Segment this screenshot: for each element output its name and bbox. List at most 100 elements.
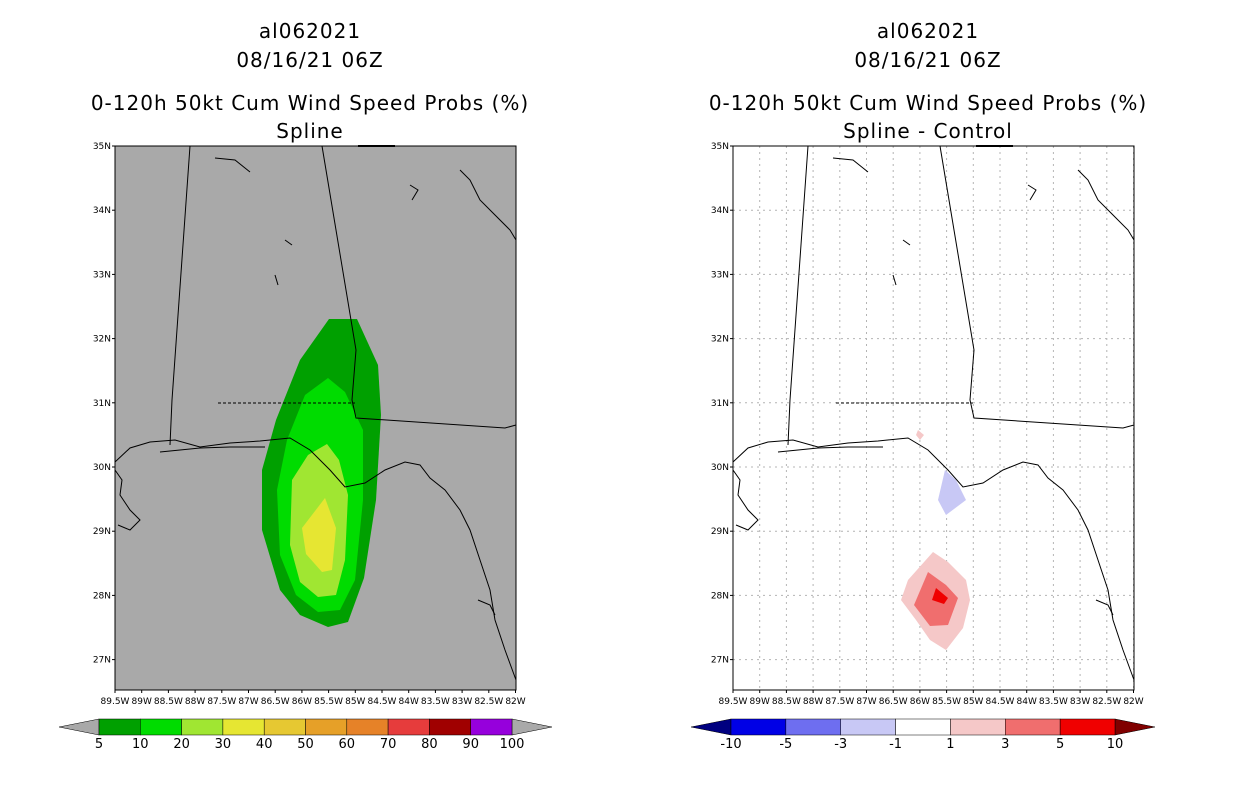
fl-coast-detail [477,599,496,616]
colorbar-swatch [429,718,471,736]
lon-label: 84W [399,697,419,707]
lon-label: 87W [238,697,258,707]
colorbar-label: -10 [720,737,741,752]
colorbar-swatch [950,718,1006,736]
louisiana-coast [732,469,759,531]
subtitle: Spline [276,119,343,143]
reservoir-1 [284,239,293,246]
lon-label: 85W [963,697,983,707]
lon-label: 87.5W [207,697,236,707]
lon-label: 87.5W [825,697,854,707]
lat-label: 28N [711,591,729,601]
colorbar-left-cap [58,718,100,736]
lat-label: 27N [711,656,729,666]
colorbar-right-cap [1114,718,1156,736]
contour-positive-5 [932,588,948,604]
subtitle: Spline - Control [843,119,1013,143]
lon-label: 88.5W [772,697,801,707]
colorbar-swatch [346,718,389,736]
lat-label: 32N [93,335,111,345]
colorbar: 5 10 20 30 40 50 60 70 80 90 100 [58,718,553,752]
map-border [732,145,1135,691]
al-ga-fl-border [939,145,1135,429]
lon-label: 82W [505,697,525,707]
lat-label: 30N [711,463,729,473]
lat-label: 28N [93,591,111,601]
contour-small-positive [916,430,924,440]
lake-line [214,157,251,173]
colorbar-label: 1 [946,737,954,752]
colorbar-label: 3 [1001,737,1009,752]
lat-label: 35N [93,142,111,152]
lon-label: 82.5W [474,697,503,707]
barrier-islands [777,446,883,453]
lon-label: 84W [1017,697,1037,707]
colorbar-swatch [895,718,951,736]
colorbar-left-cap [690,718,732,736]
ga-coast [459,169,517,241]
lat-label: 30N [93,463,111,473]
colorbar-label: 5 [1056,737,1064,752]
contour-30 [302,498,336,572]
contour-negative-1 [938,470,966,515]
ms-al-border [787,145,809,446]
latitude-labels: 35N 34N 33N 32N 31N 30N 29N 28N 27N [711,142,733,666]
lon-label: 84.5W [986,697,1015,707]
probability-contours [262,319,381,627]
longitude-labels: 89.5W 89W 88.5W 88W 87.5W 87W 86.5W 86W 85.5W 85W… [719,690,1144,707]
storm-id-title: al062021 [877,19,979,43]
al-ga-fl-border [321,145,517,429]
lat-label: 29N [711,527,729,537]
gulf-coastline [114,437,517,681]
colorbar-swatch [1059,718,1116,736]
fl-coast-detail [1095,599,1114,616]
colorbar-swatch [470,718,513,736]
latitude-labels: 35N 34N 33N 32N 31N 30N 29N 28N 27N [93,142,115,666]
product-title: 0-120h 50kt Cum Wind Speed Probs (%) [91,91,529,115]
reservoir-2 [892,274,897,286]
map-frame [114,145,517,691]
colorbar-label: 80 [421,737,438,752]
colorbar-swatch [222,718,265,736]
datetime-title: 08/16/21 06Z [236,48,383,72]
left-map-svg: al062021 08/16/21 06Z 0-120h 50kt Cum Wi… [58,19,553,752]
lon-label: 86.5W [261,697,290,707]
ga-river [409,184,419,201]
ms-al-border [169,145,191,446]
lake-line [832,157,869,173]
lon-label: 86.5W [879,697,908,707]
colorbar-label: -1 [889,737,902,752]
colorbar-swatch [785,718,841,736]
lon-label: 83.5W [421,697,450,707]
lon-label: 85.5W [932,697,961,707]
colorbar-label: 90 [462,737,479,752]
geographic-lines [732,145,1135,681]
colorbar-swatch [181,718,224,736]
colorbar-swatch [263,718,306,736]
colorbar-label: 40 [256,737,273,752]
lon-label: 86W [292,697,312,707]
colorbar-label: 30 [215,737,232,752]
colorbar-swatch [1005,718,1061,736]
louisiana-coast [114,469,141,531]
lat-label: 35N [711,142,729,152]
colorbar-label: 70 [380,737,397,752]
colorbar-label: 50 [297,737,314,752]
gulf-coastline [732,437,1135,681]
right-map-svg: al062021 08/16/21 06Z 0-120h 50kt Cum Wi… [690,19,1156,752]
colorbar-swatch [730,718,787,736]
map-border [114,145,517,691]
lat-label: 27N [93,656,111,666]
longitude-labels: 89.5W 89W 88.5W 88W 87.5W 87W 86.5W 86W 85.5W 85W… [101,690,526,707]
right-map-panel: al062021 08/16/21 06Z 0-120h 50kt Cum Wi… [618,0,1236,800]
colorbar-swatch [98,718,141,736]
left-map-panel: al062021 08/16/21 06Z 0-120h 50kt Cum Wi… [0,0,618,800]
colorbar-swatch [140,718,182,736]
lat-label: 29N [93,527,111,537]
lat-label: 33N [93,270,111,280]
colorbar-label: 60 [339,737,356,752]
lon-label: 88.5W [154,697,183,707]
map-frame [732,145,1135,691]
lon-label: 84.5W [368,697,397,707]
reservoir-1 [902,239,911,246]
